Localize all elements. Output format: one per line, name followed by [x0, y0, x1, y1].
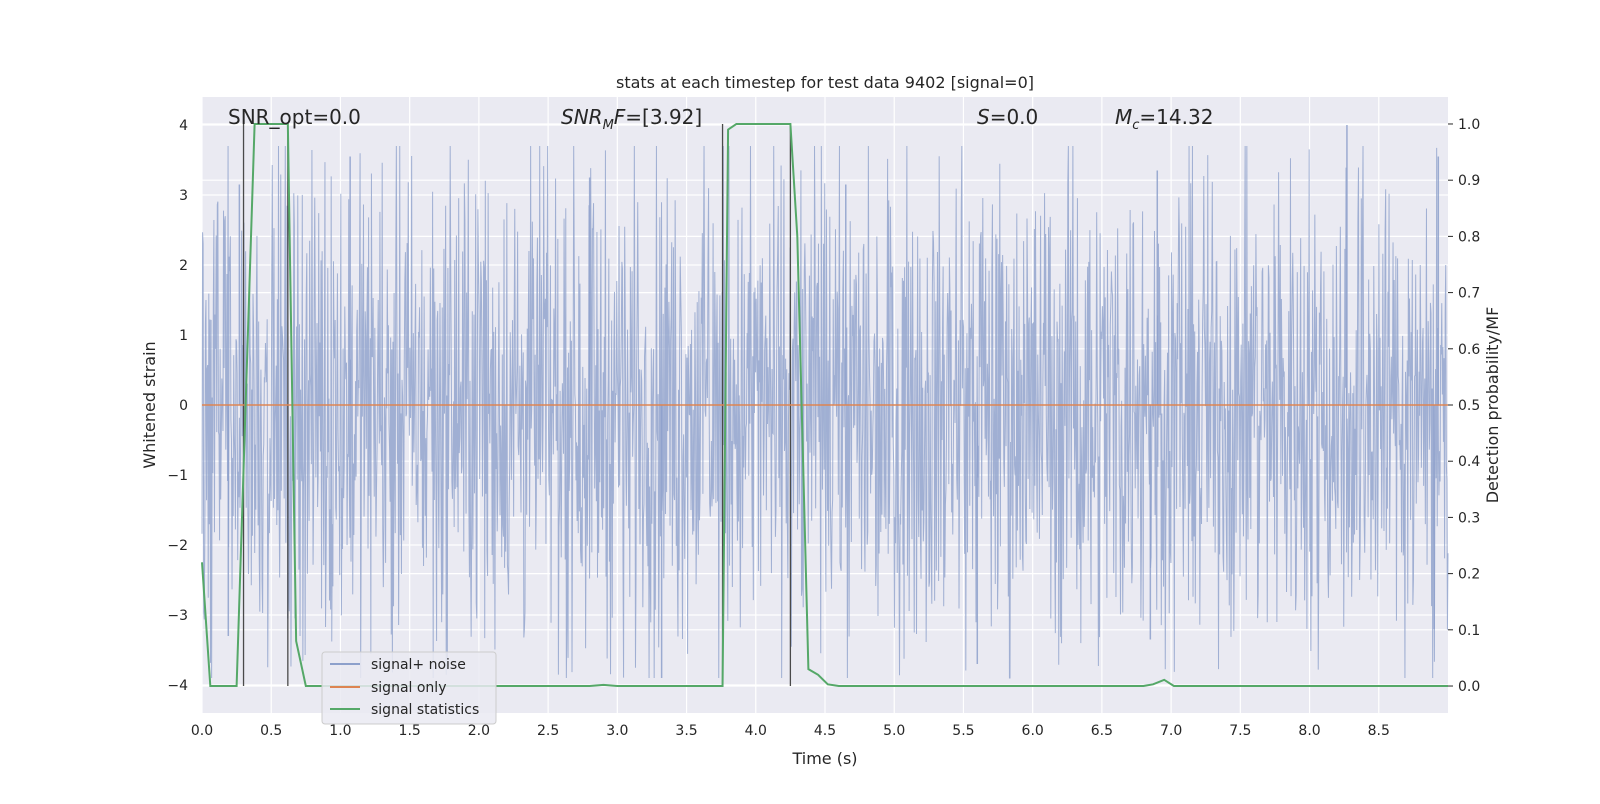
y-tick-label: 0: [179, 398, 188, 414]
x-axis-label: Time (s): [791, 749, 857, 768]
x-tick-label: 7.0: [1160, 723, 1182, 739]
x-tick-label: 0.0: [191, 723, 213, 739]
x-tick-label: 5.0: [883, 723, 905, 739]
x-tick-label: 4.5: [814, 723, 836, 739]
y-tick-label: −4: [167, 678, 188, 694]
y-right-tick-label: 0.9: [1458, 173, 1480, 189]
y-axis-label: Whitened strain: [140, 341, 159, 468]
annotation-snr-mf-value: =[3.92]: [625, 105, 702, 129]
y-right-tick-label: 1.0: [1458, 117, 1480, 133]
x-tick-label: 8.0: [1298, 723, 1320, 739]
y-right-axis-ticks: 1.0 0.9 0.8 0.7 0.6 0.5 0.4 0.3 0.2 0.1 0.0: [1448, 117, 1480, 695]
legend-label-signal-statistics: signal statistics: [371, 702, 479, 718]
annotation-snr-opt: SNR_opt=0.0: [228, 105, 361, 129]
y-right-tick-label: 0.5: [1458, 398, 1480, 414]
annotation-s-value: =0.0: [990, 105, 1039, 129]
x-tick-label: 1.5: [399, 723, 421, 739]
y-tick-label: 4: [179, 118, 188, 134]
y-right-tick-label: 0.8: [1458, 229, 1480, 245]
annotation-mc: Mc=14.32: [1115, 105, 1213, 133]
y-right-axis-label: Detection probability/MF: [1483, 307, 1502, 504]
x-tick-label: 5.5: [952, 723, 974, 739]
y-right-tick-label: 0.2: [1458, 567, 1480, 583]
y-right-tick-label: 0.0: [1458, 679, 1480, 695]
y-right-tick-label: 0.4: [1458, 454, 1480, 470]
x-tick-label: 1.0: [329, 723, 351, 739]
y-right-tick-label: 0.1: [1458, 623, 1480, 639]
x-tick-label: 7.5: [1229, 723, 1251, 739]
legend-label-signal-only: signal only: [371, 680, 446, 696]
annotation-s: S=0.0: [977, 105, 1038, 129]
x-tick-label: 8.5: [1368, 723, 1390, 739]
svg-text:SNRMF=[3.92]: SNRMF=[3.92]: [561, 105, 702, 133]
y-axis-ticks: 4 3 2 1 0 −1 −2 −3 −4: [167, 118, 188, 694]
y-right-tick-label: 0.6: [1458, 342, 1480, 358]
series-signal-statistics: [201, 122, 1448, 688]
annotation-snr-mf: SNRMF=[3.92]: [561, 105, 702, 133]
y-tick-label: −3: [167, 608, 188, 624]
svg-text:Mc=14.32: Mc=14.32: [1115, 105, 1213, 133]
x-axis-ticks: 0.0 0.5 1.0 1.5 2.0 2.5 3.0 3.5 4.0 4.5 5.0 5.5 6.0 6…: [191, 723, 1390, 739]
legend: signal+ noise signal only signal statist…: [321, 651, 497, 725]
x-tick-label: 6.0: [1022, 723, 1044, 739]
y-right-tick-label: 0.7: [1458, 286, 1480, 302]
x-tick-label: 2.0: [468, 723, 490, 739]
legend-label-signal-noise: signal+ noise: [371, 657, 466, 673]
x-tick-label: 4.0: [745, 723, 767, 739]
y-tick-label: 2: [179, 258, 188, 274]
y-tick-label: −1: [167, 468, 188, 484]
x-tick-label: 2.5: [537, 723, 559, 739]
annotation-mc-value: =14.32: [1139, 105, 1213, 129]
x-tick-label: 3.5: [675, 723, 697, 739]
x-tick-label: 0.5: [260, 723, 282, 739]
y-right-tick-label: 0.3: [1458, 510, 1480, 526]
noise-trace: [201, 145, 1449, 679]
x-tick-label: 3.0: [606, 723, 628, 739]
y-tick-label: 3: [179, 188, 188, 204]
statistics-line: [201, 122, 1448, 688]
chart-title: stats at each timestep for test data 940…: [616, 73, 1034, 92]
y-tick-label: −2: [167, 538, 188, 554]
svg-text:S=0.0: S=0.0: [977, 105, 1038, 129]
y-tick-label: 1: [179, 328, 188, 344]
legend-box: [321, 651, 497, 725]
x-tick-label: 6.5: [1091, 723, 1113, 739]
